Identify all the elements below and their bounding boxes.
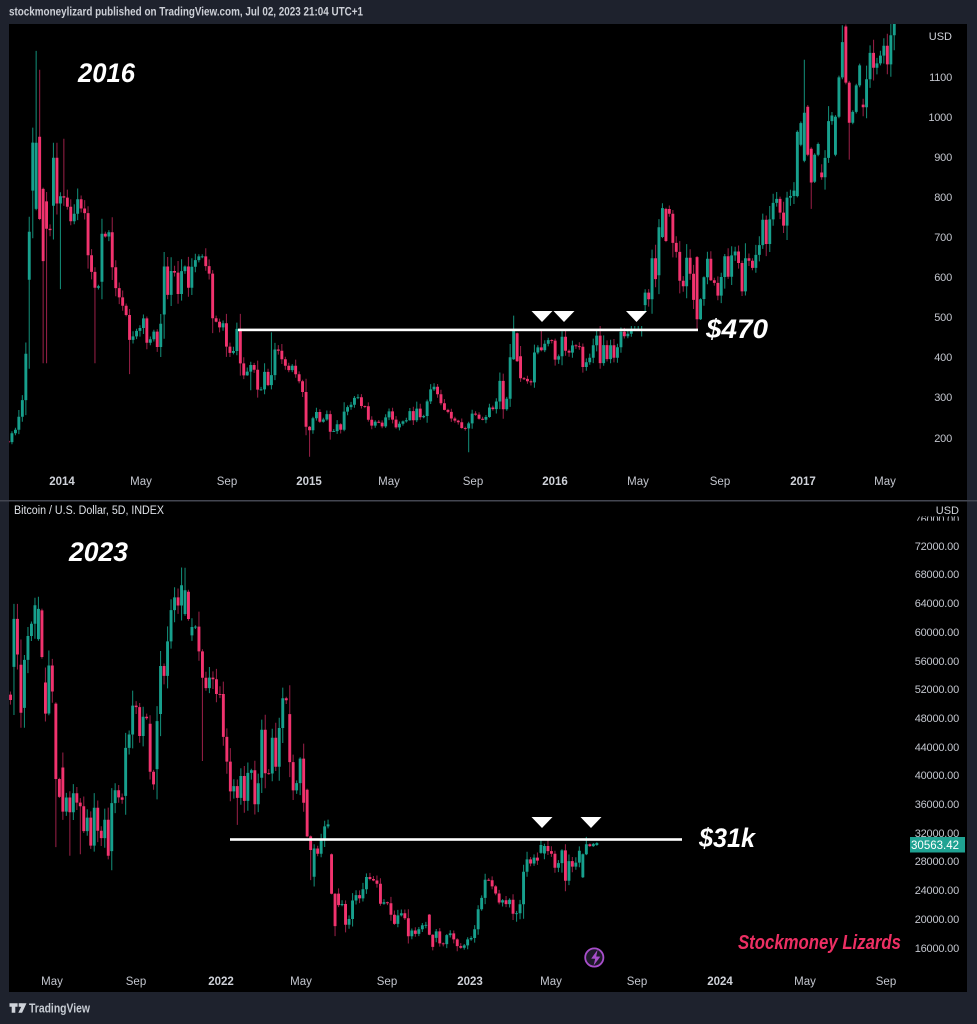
svg-text:$470: $470 — [705, 314, 768, 344]
svg-text:76000.00: 76000.00 — [915, 514, 959, 526]
svg-text:Sep: Sep — [377, 976, 397, 988]
svg-text:48000.00: 48000.00 — [915, 713, 959, 725]
svg-text:56000.00: 56000.00 — [915, 656, 959, 668]
svg-text:2016: 2016 — [77, 58, 135, 88]
svg-text:Bitcoin / U.S. Dollar, 5D, IND: Bitcoin / U.S. Dollar, 5D, INDEX — [14, 505, 164, 517]
svg-text:Sep: Sep — [876, 976, 896, 988]
svg-text:2022: 2022 — [208, 976, 234, 988]
svg-text:44000.00: 44000.00 — [915, 742, 959, 754]
svg-text:16000.00: 16000.00 — [915, 943, 959, 955]
svg-text:stockmoneylizard published on: stockmoneylizard published on TradingVie… — [9, 7, 364, 19]
svg-text:Sep: Sep — [710, 476, 730, 488]
svg-text:500: 500 — [934, 312, 952, 324]
svg-text:30563.42: 30563.42 — [911, 840, 959, 852]
svg-text:May: May — [130, 476, 152, 488]
svg-text:May: May — [540, 976, 562, 988]
svg-text:2023: 2023 — [457, 976, 483, 988]
svg-text:$31k: $31k — [698, 823, 756, 853]
svg-text:300: 300 — [934, 392, 952, 404]
svg-text:72000.00: 72000.00 — [915, 541, 959, 553]
svg-text:64000.00: 64000.00 — [915, 598, 959, 610]
svg-text:2014: 2014 — [49, 476, 75, 488]
svg-text:400: 400 — [934, 352, 952, 364]
svg-text:600: 600 — [934, 272, 952, 284]
svg-text:900: 900 — [934, 152, 952, 164]
svg-text:700: 700 — [934, 232, 952, 244]
svg-text:Stockmoney Lizards: Stockmoney Lizards — [738, 932, 901, 954]
svg-text:USD: USD — [929, 31, 952, 43]
svg-text:800: 800 — [934, 192, 952, 204]
svg-text:2015: 2015 — [296, 476, 322, 488]
svg-text:200: 200 — [934, 433, 952, 445]
svg-text:Sep: Sep — [126, 976, 146, 988]
svg-text:36000.00: 36000.00 — [915, 799, 959, 811]
svg-text:1100: 1100 — [929, 72, 952, 84]
svg-text:USD: USD — [936, 505, 959, 517]
svg-text:Sep: Sep — [217, 476, 237, 488]
svg-text:68000.00: 68000.00 — [915, 569, 959, 581]
svg-text:2023: 2023 — [68, 537, 128, 567]
svg-text:May: May — [378, 476, 400, 488]
svg-text:May: May — [290, 976, 312, 988]
svg-text:52000.00: 52000.00 — [915, 684, 959, 696]
svg-text:60000.00: 60000.00 — [915, 627, 959, 639]
svg-text:2024: 2024 — [707, 976, 733, 988]
svg-text:TradingView: TradingView — [29, 1001, 90, 1016]
svg-text:28000.00: 28000.00 — [915, 856, 959, 868]
svg-text:Sep: Sep — [627, 976, 647, 988]
svg-text:1000: 1000 — [928, 112, 952, 124]
svg-text:2017: 2017 — [790, 476, 816, 488]
svg-text:May: May — [41, 976, 63, 988]
svg-text:40000.00: 40000.00 — [915, 770, 959, 782]
svg-text:24000.00: 24000.00 — [915, 885, 959, 897]
svg-text:May: May — [794, 976, 816, 988]
svg-text:20000.00: 20000.00 — [915, 914, 959, 926]
svg-text:Sep: Sep — [463, 476, 483, 488]
svg-text:May: May — [627, 476, 649, 488]
svg-text:May: May — [874, 476, 896, 488]
svg-text:2016: 2016 — [542, 476, 568, 488]
